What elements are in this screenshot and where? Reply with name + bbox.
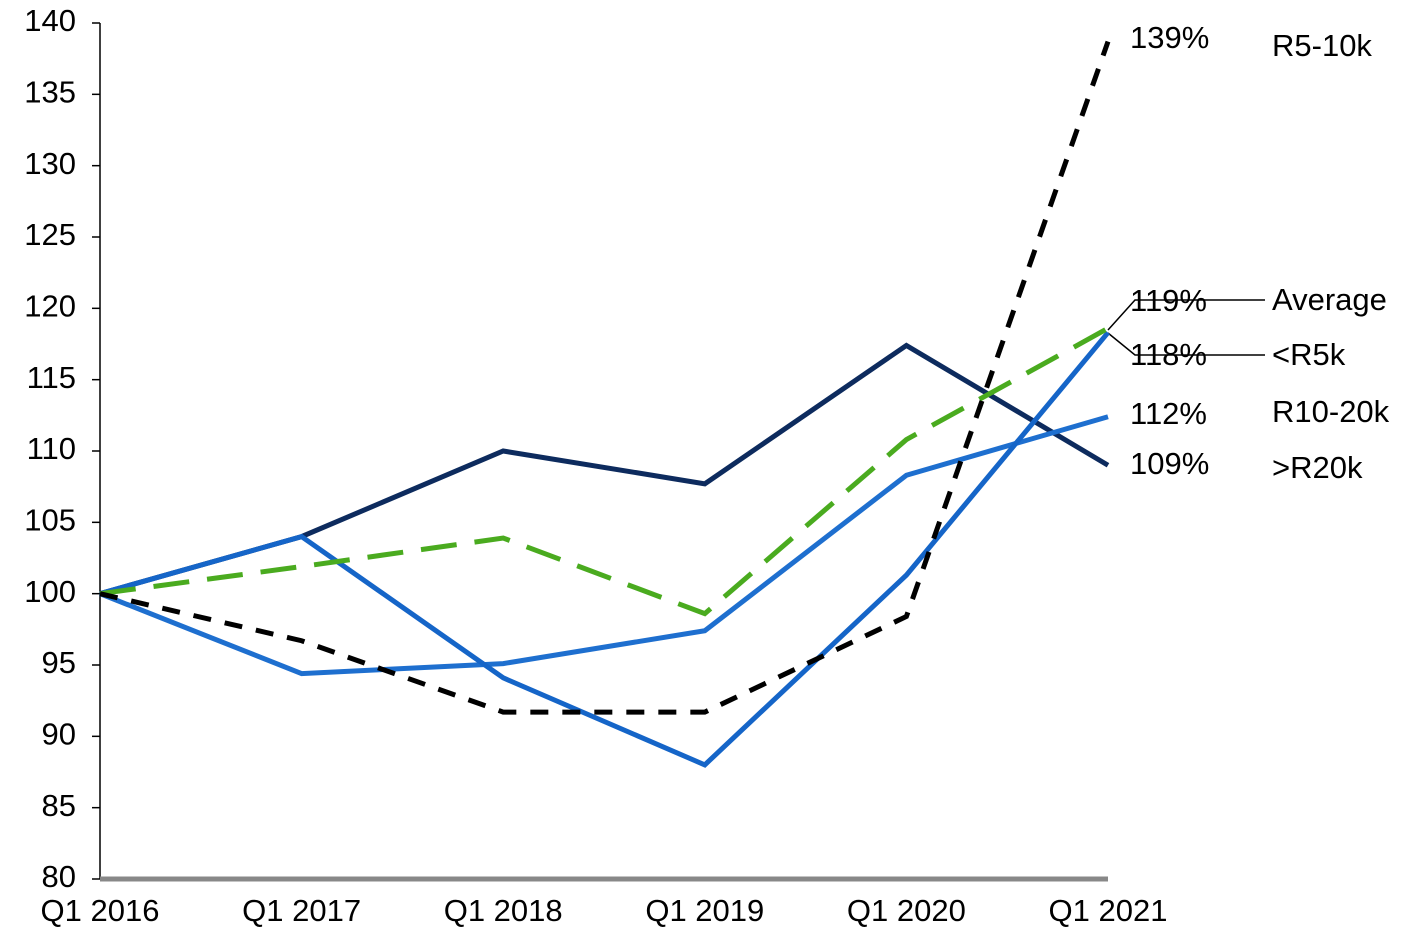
value-label: 119% bbox=[1130, 283, 1207, 318]
y-tick-label: 120 bbox=[24, 289, 76, 324]
y-tick-label: 105 bbox=[24, 503, 76, 538]
y-tick-label: 85 bbox=[42, 788, 76, 823]
y-tick-label: 95 bbox=[42, 645, 76, 680]
x-tick-label: Q1 2016 bbox=[41, 893, 160, 928]
x-tick-label: Q1 2018 bbox=[444, 893, 563, 928]
y-tick-label: 80 bbox=[42, 859, 76, 894]
x-tick-label: Q1 2017 bbox=[242, 893, 361, 928]
value-label: 112% bbox=[1130, 396, 1207, 431]
series-label: <R5k bbox=[1272, 337, 1346, 372]
value-label: 118% bbox=[1130, 337, 1207, 372]
y-tick-label: 110 bbox=[27, 431, 76, 466]
series-label: Average bbox=[1272, 282, 1387, 317]
series-label: >R20k bbox=[1272, 450, 1363, 485]
y-tick-label: 125 bbox=[24, 217, 76, 252]
x-tick-label: Q1 2021 bbox=[1049, 893, 1168, 928]
value-label: 109% bbox=[1130, 446, 1209, 481]
leader-line bbox=[1107, 299, 1265, 331]
series-line bbox=[99, 330, 1110, 768]
leader-line bbox=[1107, 332, 1265, 356]
x-tick-label: Q1 2019 bbox=[645, 893, 764, 928]
y-tick-label: 90 bbox=[42, 717, 76, 752]
series-line bbox=[99, 40, 1111, 715]
y-tick-label: 130 bbox=[24, 146, 76, 181]
series-label: R5-10k bbox=[1272, 28, 1372, 63]
series-line bbox=[99, 414, 1109, 677]
series-label: R10-20k bbox=[1272, 394, 1390, 429]
value-label: 139% bbox=[1130, 20, 1209, 55]
series-line bbox=[99, 326, 1110, 617]
y-tick-label: 115 bbox=[27, 360, 76, 395]
x-tick-label: Q1 2020 bbox=[847, 893, 966, 928]
y-tick-label: 100 bbox=[24, 574, 76, 609]
y-tick-label: 135 bbox=[24, 75, 76, 110]
y-tick-label: 140 bbox=[24, 3, 76, 38]
